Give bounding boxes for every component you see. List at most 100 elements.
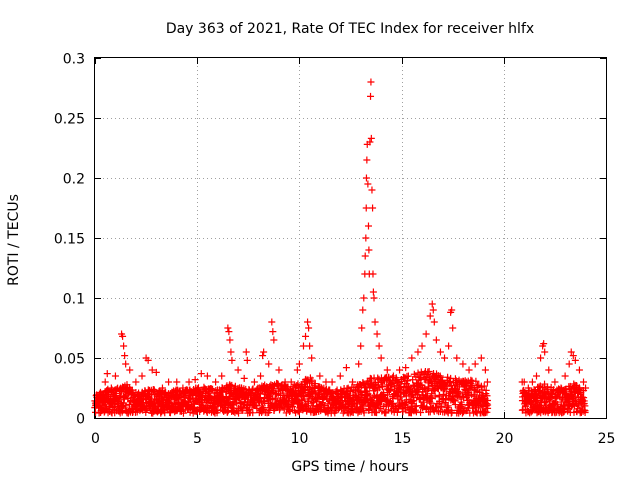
data-point — [475, 402, 483, 410]
data-point — [240, 374, 248, 382]
data-point — [360, 409, 368, 417]
data-point — [295, 360, 303, 368]
data-point — [349, 378, 357, 386]
data-point — [270, 336, 278, 344]
data-point — [412, 373, 420, 381]
data-point — [101, 378, 109, 386]
x-tick-label: 0 — [91, 431, 100, 447]
data-point — [358, 324, 366, 332]
data-point — [418, 342, 426, 350]
data-point — [187, 395, 195, 403]
data-point — [396, 393, 404, 401]
data-point — [520, 378, 528, 386]
data-point — [396, 366, 404, 374]
data-point — [132, 378, 140, 386]
data-point — [111, 372, 119, 380]
x-tick-label: 5 — [193, 431, 202, 447]
y-axis-label: ROTI / TECUs — [6, 194, 22, 286]
data-point — [355, 360, 363, 368]
data-point — [378, 383, 386, 391]
data-point — [569, 352, 577, 360]
data-point — [191, 376, 199, 384]
data-point — [119, 332, 127, 340]
data-point — [426, 312, 434, 320]
data-point — [282, 409, 290, 417]
data-point — [484, 404, 492, 412]
data-point — [559, 409, 567, 417]
data-point — [144, 356, 152, 364]
data-point — [465, 366, 473, 374]
data-point — [179, 384, 187, 392]
data-point — [228, 356, 236, 364]
data-point — [365, 246, 373, 254]
data-point — [443, 383, 451, 391]
y-tick-label: 0.05 — [54, 352, 85, 368]
data-point — [158, 384, 166, 392]
data-point — [362, 234, 370, 242]
data-point — [122, 360, 130, 368]
data-point — [223, 408, 231, 416]
data-point — [328, 378, 336, 386]
data-point — [370, 294, 378, 302]
data-point — [226, 336, 234, 344]
data-point — [265, 360, 273, 368]
data-point — [428, 300, 436, 308]
data-point — [268, 318, 276, 326]
data-point — [306, 342, 314, 350]
data-point — [234, 366, 242, 374]
data-point — [203, 372, 211, 380]
data-point — [299, 342, 307, 350]
data-point — [458, 403, 466, 411]
data-point — [540, 340, 548, 348]
data-point — [260, 348, 268, 356]
data-point — [535, 383, 543, 391]
data-point — [451, 401, 459, 409]
data-point — [422, 330, 430, 338]
data-point — [359, 379, 367, 387]
data-point — [249, 409, 257, 417]
data-point — [281, 378, 289, 386]
data-point — [394, 378, 402, 386]
data-point — [371, 318, 379, 326]
data-point — [581, 408, 589, 416]
data-point — [269, 328, 277, 336]
y-tick-label: 0.25 — [54, 112, 85, 128]
data-point — [453, 354, 461, 362]
data-point — [528, 378, 536, 386]
data-point — [459, 360, 467, 368]
data-point — [304, 318, 312, 326]
data-point — [451, 397, 459, 405]
data-point — [257, 372, 265, 380]
y-tick-label: 0.3 — [63, 52, 85, 68]
data-point — [557, 384, 565, 392]
data-point — [361, 252, 369, 260]
data-point — [404, 377, 412, 385]
data-point — [389, 372, 397, 380]
data-point — [545, 366, 553, 374]
data-point — [316, 372, 324, 380]
data-point — [425, 367, 433, 375]
data-point — [424, 371, 432, 379]
data-point — [449, 324, 457, 332]
data-point — [448, 306, 456, 314]
data-point — [444, 373, 452, 381]
data-point — [571, 356, 579, 364]
data-point — [441, 354, 449, 362]
data-point — [197, 370, 205, 378]
x-tick-label: 20 — [496, 431, 514, 447]
data-point — [286, 408, 294, 416]
data-point — [433, 370, 441, 378]
data-markers — [91, 78, 590, 417]
data-point — [362, 174, 370, 182]
x-tick-label: 10 — [291, 431, 309, 447]
data-point — [367, 134, 375, 142]
axis-ticks: 0 0.05 0.1 0.15 0.2 0.25 0.3 0 5 10 15 20 25 — [54, 52, 616, 448]
data-point — [380, 389, 388, 397]
data-point — [417, 381, 425, 389]
data-point — [471, 360, 479, 368]
data-point — [431, 392, 439, 400]
data-point — [224, 324, 232, 332]
data-point — [357, 342, 365, 350]
data-point — [524, 384, 532, 392]
data-point — [408, 354, 416, 362]
